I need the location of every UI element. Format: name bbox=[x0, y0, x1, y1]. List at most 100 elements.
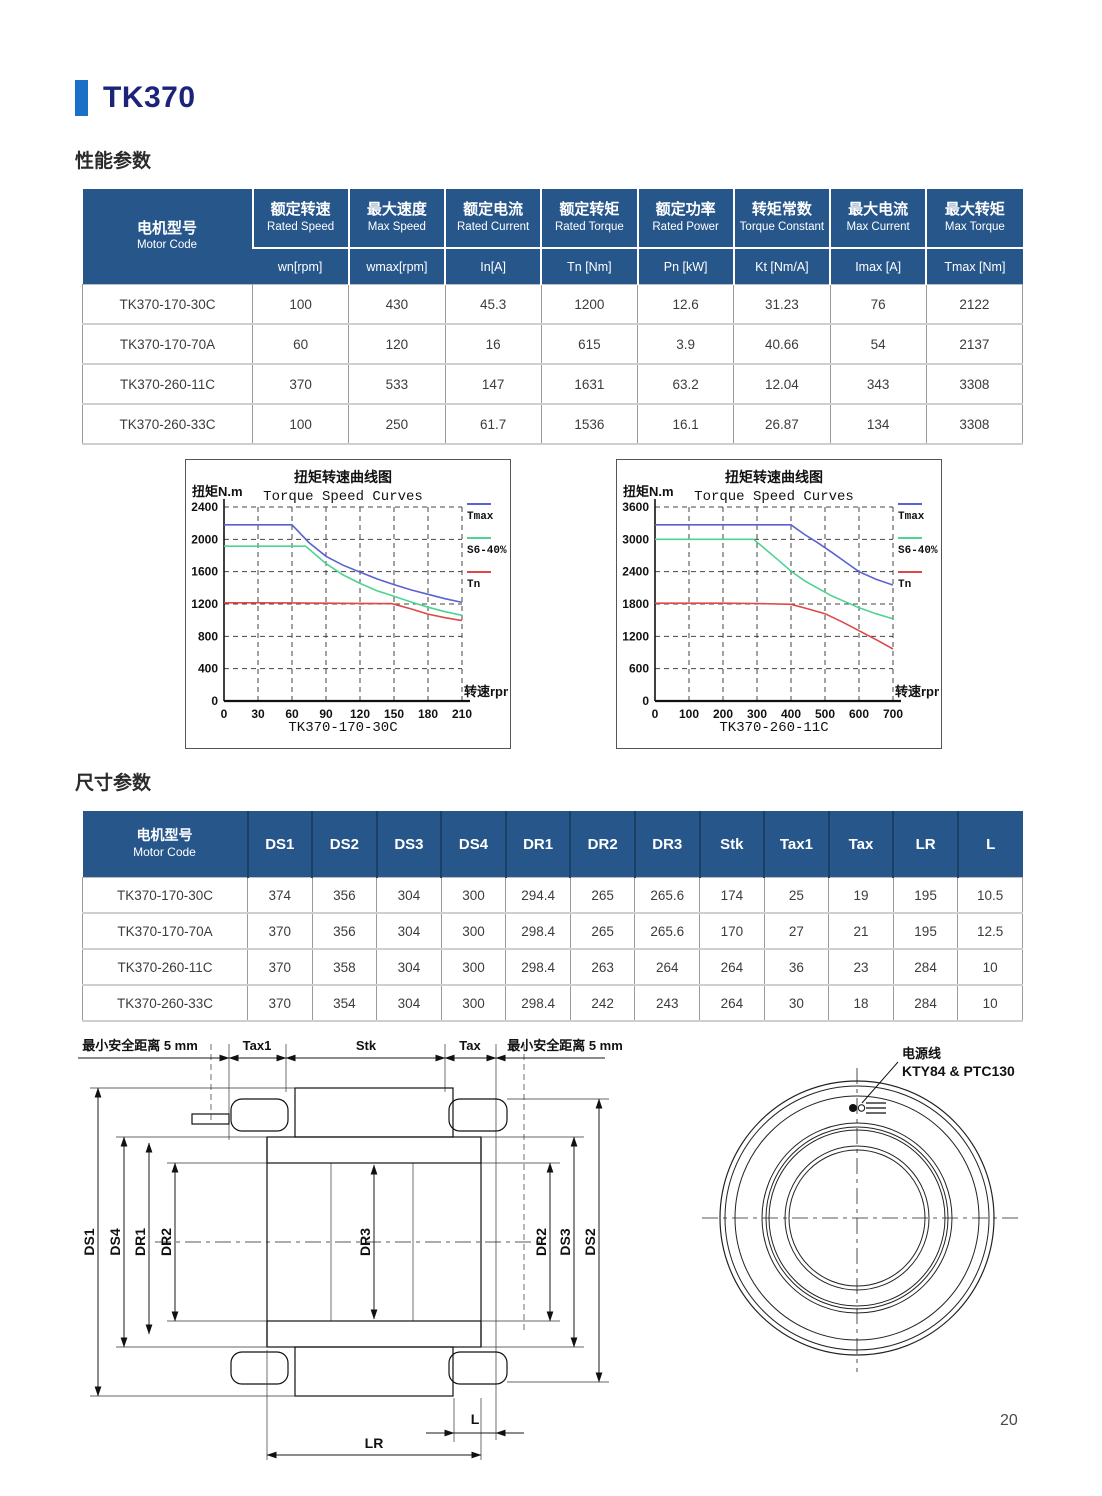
y-tick-label: 600 bbox=[629, 662, 649, 676]
section-title-performance: 性能参数 bbox=[75, 151, 152, 172]
perf-cell: 2122 bbox=[925, 284, 1024, 325]
ds1-label: DS1 bbox=[81, 1228, 97, 1255]
perf-header-col: 额定转速 Rated Speed bbox=[251, 189, 349, 249]
dimensions-table-head: 电机型号 Motor Code DS1 DS2 DS3 DS4 DR1 DR2 DR3 Stk Ta… bbox=[82, 811, 1023, 878]
x-tick-label: 200 bbox=[713, 707, 733, 721]
dim-cell: 300 bbox=[440, 948, 507, 986]
performance-table: 电机型号 Motor Code 额定转速 Rated Speed 最大速度 Max Spe… bbox=[82, 189, 1024, 445]
perf-header-unit: Tn [Nm] bbox=[540, 248, 638, 285]
dim-cell: 374 bbox=[247, 877, 313, 914]
performance-table-head: 电机型号 Motor Code 额定转速 Rated Speed 最大速度 Max Spe… bbox=[82, 189, 1023, 285]
dim-header-col: DR2 bbox=[569, 811, 635, 878]
dimensions-table-body: TK370-170-30C 374 356 304 300 294.4 265 265.6 17… bbox=[82, 877, 1023, 1022]
diameter-dimensions: DS1 DS4 DR1 DR2 DR3 DR2 DS3 DS2 bbox=[81, 1087, 603, 1397]
perf-header-unit: Tmax [Nm] bbox=[925, 248, 1023, 285]
y-axis-label: 扭矩N.m bbox=[192, 484, 243, 499]
dim-cell: 10.5 bbox=[957, 877, 1023, 914]
dim-cell: 354 bbox=[311, 984, 378, 1022]
perf-cell: 100 bbox=[251, 284, 350, 325]
y-tick-label: 1200 bbox=[622, 629, 649, 643]
y-tick-label: 3000 bbox=[622, 532, 649, 546]
perf-cell: 120 bbox=[348, 323, 446, 365]
dim-cell: 263 bbox=[569, 948, 636, 986]
dr1-label: DR1 bbox=[132, 1228, 148, 1256]
perf-header-motor-code: 电机型号 Motor Code bbox=[82, 189, 253, 285]
dim-cell: 265.6 bbox=[634, 912, 701, 950]
perf-table-row: TK370-260-11C 370 533 147 1631 63.2 12.04 343 33… bbox=[82, 363, 1024, 405]
dim-cell: 170 bbox=[699, 912, 765, 950]
dim-cell: 294.4 bbox=[505, 877, 571, 914]
dim-cell: 370 bbox=[247, 912, 313, 950]
x-tick-label: 120 bbox=[350, 707, 370, 721]
perf-cell: 343 bbox=[829, 363, 927, 405]
section-title-dimensions: 尺寸参数 bbox=[75, 773, 152, 794]
perf-cell: 60 bbox=[251, 323, 350, 365]
perf-motor-code-cell: TK370-170-30C bbox=[82, 284, 253, 325]
y-tick-label: 1200 bbox=[191, 597, 218, 611]
dim-cell: 304 bbox=[376, 948, 442, 986]
y-axis-label: 扭矩N.m bbox=[623, 484, 674, 499]
x-axis-label: 转速rpm bbox=[895, 684, 939, 699]
perf-cell: 3308 bbox=[925, 363, 1024, 405]
series-Tn bbox=[655, 602, 894, 650]
ds3-label: DS3 bbox=[557, 1228, 573, 1255]
legend-label: S6-40% bbox=[467, 545, 507, 557]
dim-header-col: DR1 bbox=[504, 811, 571, 878]
perf-table-row: TK370-170-70A 60 120 16 615 3.9 40.66 54 2137 bbox=[82, 323, 1024, 365]
perf-cell: 45.3 bbox=[444, 284, 542, 325]
perf-cell: 1631 bbox=[540, 363, 639, 405]
x-tick-label: 400 bbox=[781, 707, 801, 721]
dim-cell: 21 bbox=[828, 912, 894, 950]
dim-cell: 264 bbox=[634, 948, 701, 986]
legend-label: Tn bbox=[467, 579, 480, 591]
series-S6-40% bbox=[224, 545, 463, 617]
dim-cell: 242 bbox=[569, 984, 636, 1022]
perf-motor-code-cell: TK370-260-33C bbox=[82, 403, 253, 445]
dim-cell: 265.6 bbox=[634, 877, 701, 914]
x-tick-label: 210 bbox=[452, 707, 472, 721]
chart-caption: TK370-170-30C bbox=[288, 720, 397, 736]
chart-title-zh: 扭矩转速曲线图 bbox=[294, 469, 392, 485]
perf-cell: 3308 bbox=[925, 403, 1024, 445]
dim-cell: 23 bbox=[828, 948, 894, 986]
dim-cell: 195 bbox=[892, 877, 959, 914]
perf-header-col: 转矩常数 Torque Constant bbox=[732, 189, 830, 249]
perf-cell: 134 bbox=[829, 403, 927, 445]
perf-cell: 100 bbox=[251, 403, 350, 445]
legend-label: Tmax bbox=[467, 511, 494, 523]
tax-dimension-label: Tax bbox=[459, 1038, 481, 1053]
y-tick-label: 400 bbox=[198, 662, 218, 676]
dim-motor-code-cell: TK370-170-70A bbox=[82, 912, 248, 950]
perf-table-row: TK370-260-33C 100 250 61.7 1536 16.1 26.87 134 3… bbox=[82, 403, 1024, 445]
chart-title-en: Torque Speed Curves bbox=[694, 489, 854, 505]
dim-cell: 284 bbox=[892, 948, 959, 986]
dim-motor-code-cell: TK370-260-33C bbox=[82, 984, 248, 1022]
perf-cell: 12.04 bbox=[733, 363, 831, 405]
torque-speed-chart-170-30C: 0 400 800 1200 1600 2000 2400 0 30 60 90 120 150 180 2… bbox=[185, 459, 511, 749]
perf-header-col: 最大转矩 Max Torque bbox=[925, 189, 1023, 249]
perf-cell: 533 bbox=[348, 363, 446, 405]
y-tick-label: 2400 bbox=[622, 565, 649, 579]
safety-distance-right-label: 最小安全距离 5 mm bbox=[507, 1038, 623, 1053]
dim-cell: 284 bbox=[892, 984, 959, 1022]
power-cable-label-en: KTY84 & PTC130 bbox=[902, 1063, 1015, 1079]
perf-header-col: 额定转矩 Rated Torque bbox=[540, 189, 638, 249]
dim-header-col: Tax1 bbox=[763, 811, 829, 878]
perf-cell: 31.23 bbox=[733, 284, 831, 325]
perf-motor-code-cell: TK370-260-11C bbox=[82, 363, 253, 405]
page-number: 20 bbox=[1000, 1412, 1018, 1429]
dim-cell: 174 bbox=[699, 877, 765, 914]
perf-cell: 3.9 bbox=[636, 323, 735, 365]
perf-cell: 40.66 bbox=[733, 323, 831, 365]
x-tick-label: 0 bbox=[652, 707, 659, 721]
dim-table-row: TK370-170-30C 374 356 304 300 294.4 265 265.6 17… bbox=[82, 877, 1023, 914]
x-tick-label: 100 bbox=[679, 707, 699, 721]
dim-cell: 18 bbox=[828, 984, 894, 1022]
dim-header-col: L bbox=[956, 811, 1023, 878]
dim-header-motor-code: 电机型号 Motor Code bbox=[82, 811, 248, 878]
series-Tmax bbox=[655, 524, 894, 586]
perf-header-unit: Kt [Nm/A] bbox=[732, 248, 830, 285]
dim-cell: 25 bbox=[763, 877, 830, 914]
dim-cell: 370 bbox=[247, 948, 313, 986]
